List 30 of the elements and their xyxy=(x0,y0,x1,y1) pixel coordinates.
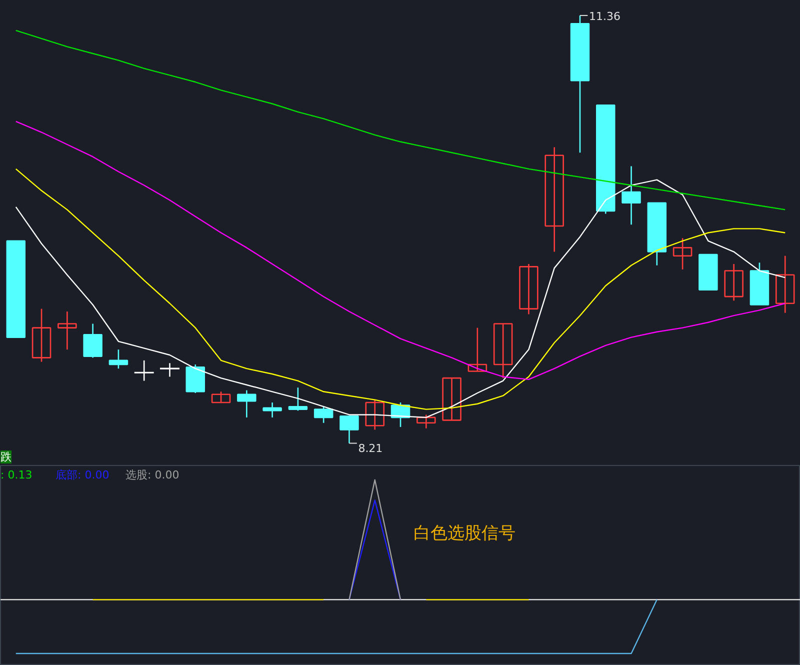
candlestick xyxy=(365,399,384,430)
candlestick xyxy=(134,360,155,382)
candlestick xyxy=(314,406,334,424)
candlestick xyxy=(32,308,52,362)
candlestick xyxy=(416,414,436,429)
annotation: 白色选股信号 xyxy=(414,524,516,544)
candlestick xyxy=(544,146,564,252)
candlestick xyxy=(340,415,359,444)
candlestick xyxy=(262,402,282,418)
text: 跌 xyxy=(0,450,12,464)
candlestick xyxy=(672,238,692,270)
candlestick xyxy=(237,390,256,418)
candlestick xyxy=(493,323,513,379)
candlestick xyxy=(724,263,744,302)
annotation: 底部: 0.00 xyxy=(56,468,110,482)
candlestick xyxy=(108,348,128,370)
candlestick xyxy=(83,323,102,358)
candlestick xyxy=(442,377,462,421)
annotation: 8.21 xyxy=(358,442,383,455)
annotation: : 0.13 xyxy=(0,468,32,482)
candlestick xyxy=(468,327,488,372)
candlestick xyxy=(159,362,180,378)
annotation: 11.36 xyxy=(588,10,620,23)
candlestick xyxy=(519,263,538,315)
annotation: 选股: 0.00 xyxy=(126,468,180,482)
candlestick xyxy=(211,391,231,404)
candlestick xyxy=(775,255,795,314)
candlestick xyxy=(622,166,641,226)
candlestick xyxy=(288,386,308,412)
candlestick xyxy=(58,310,77,350)
